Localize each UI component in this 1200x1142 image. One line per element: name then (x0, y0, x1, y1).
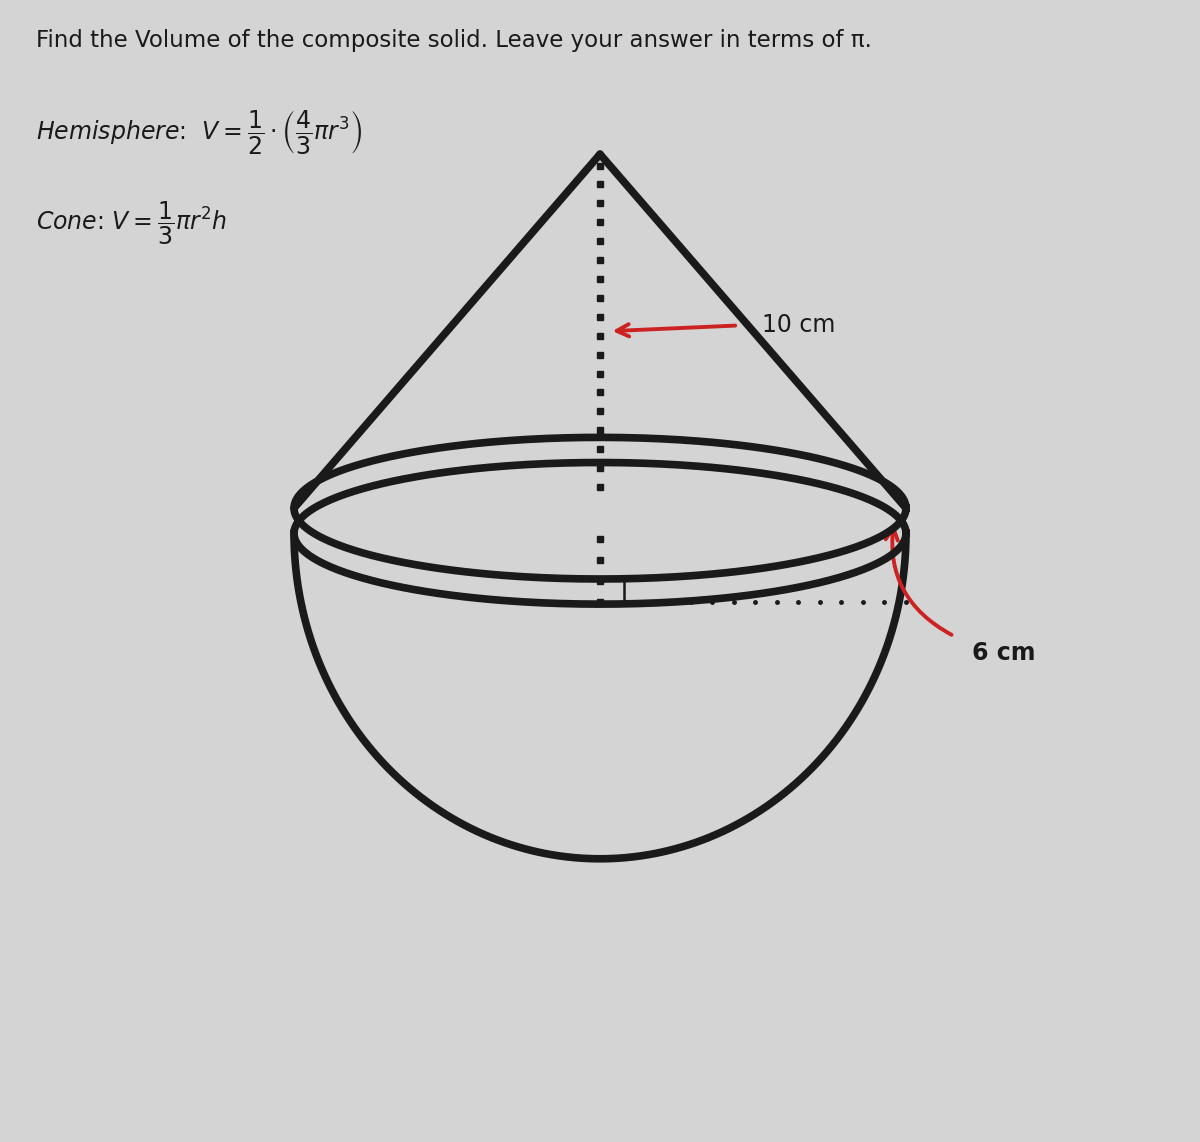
Text: Find the Volume of the composite solid. Leave your answer in terms of π.: Find the Volume of the composite solid. … (36, 29, 872, 51)
Text: 10 cm: 10 cm (762, 313, 835, 338)
Text: 6 cm: 6 cm (972, 641, 1036, 666)
Text: $\it{Cone}$: $V = \dfrac{1}{3}\pi r^2 h$: $\it{Cone}$: $V = \dfrac{1}{3}\pi r^2 h$ (36, 200, 227, 247)
Text: $\it{Hemisphere}$:  $V = \dfrac{1}{2} \cdot \left(\dfrac{4}{3}\pi r^3\right)$: $\it{Hemisphere}$: $V = \dfrac{1}{2} \cd… (36, 108, 362, 156)
